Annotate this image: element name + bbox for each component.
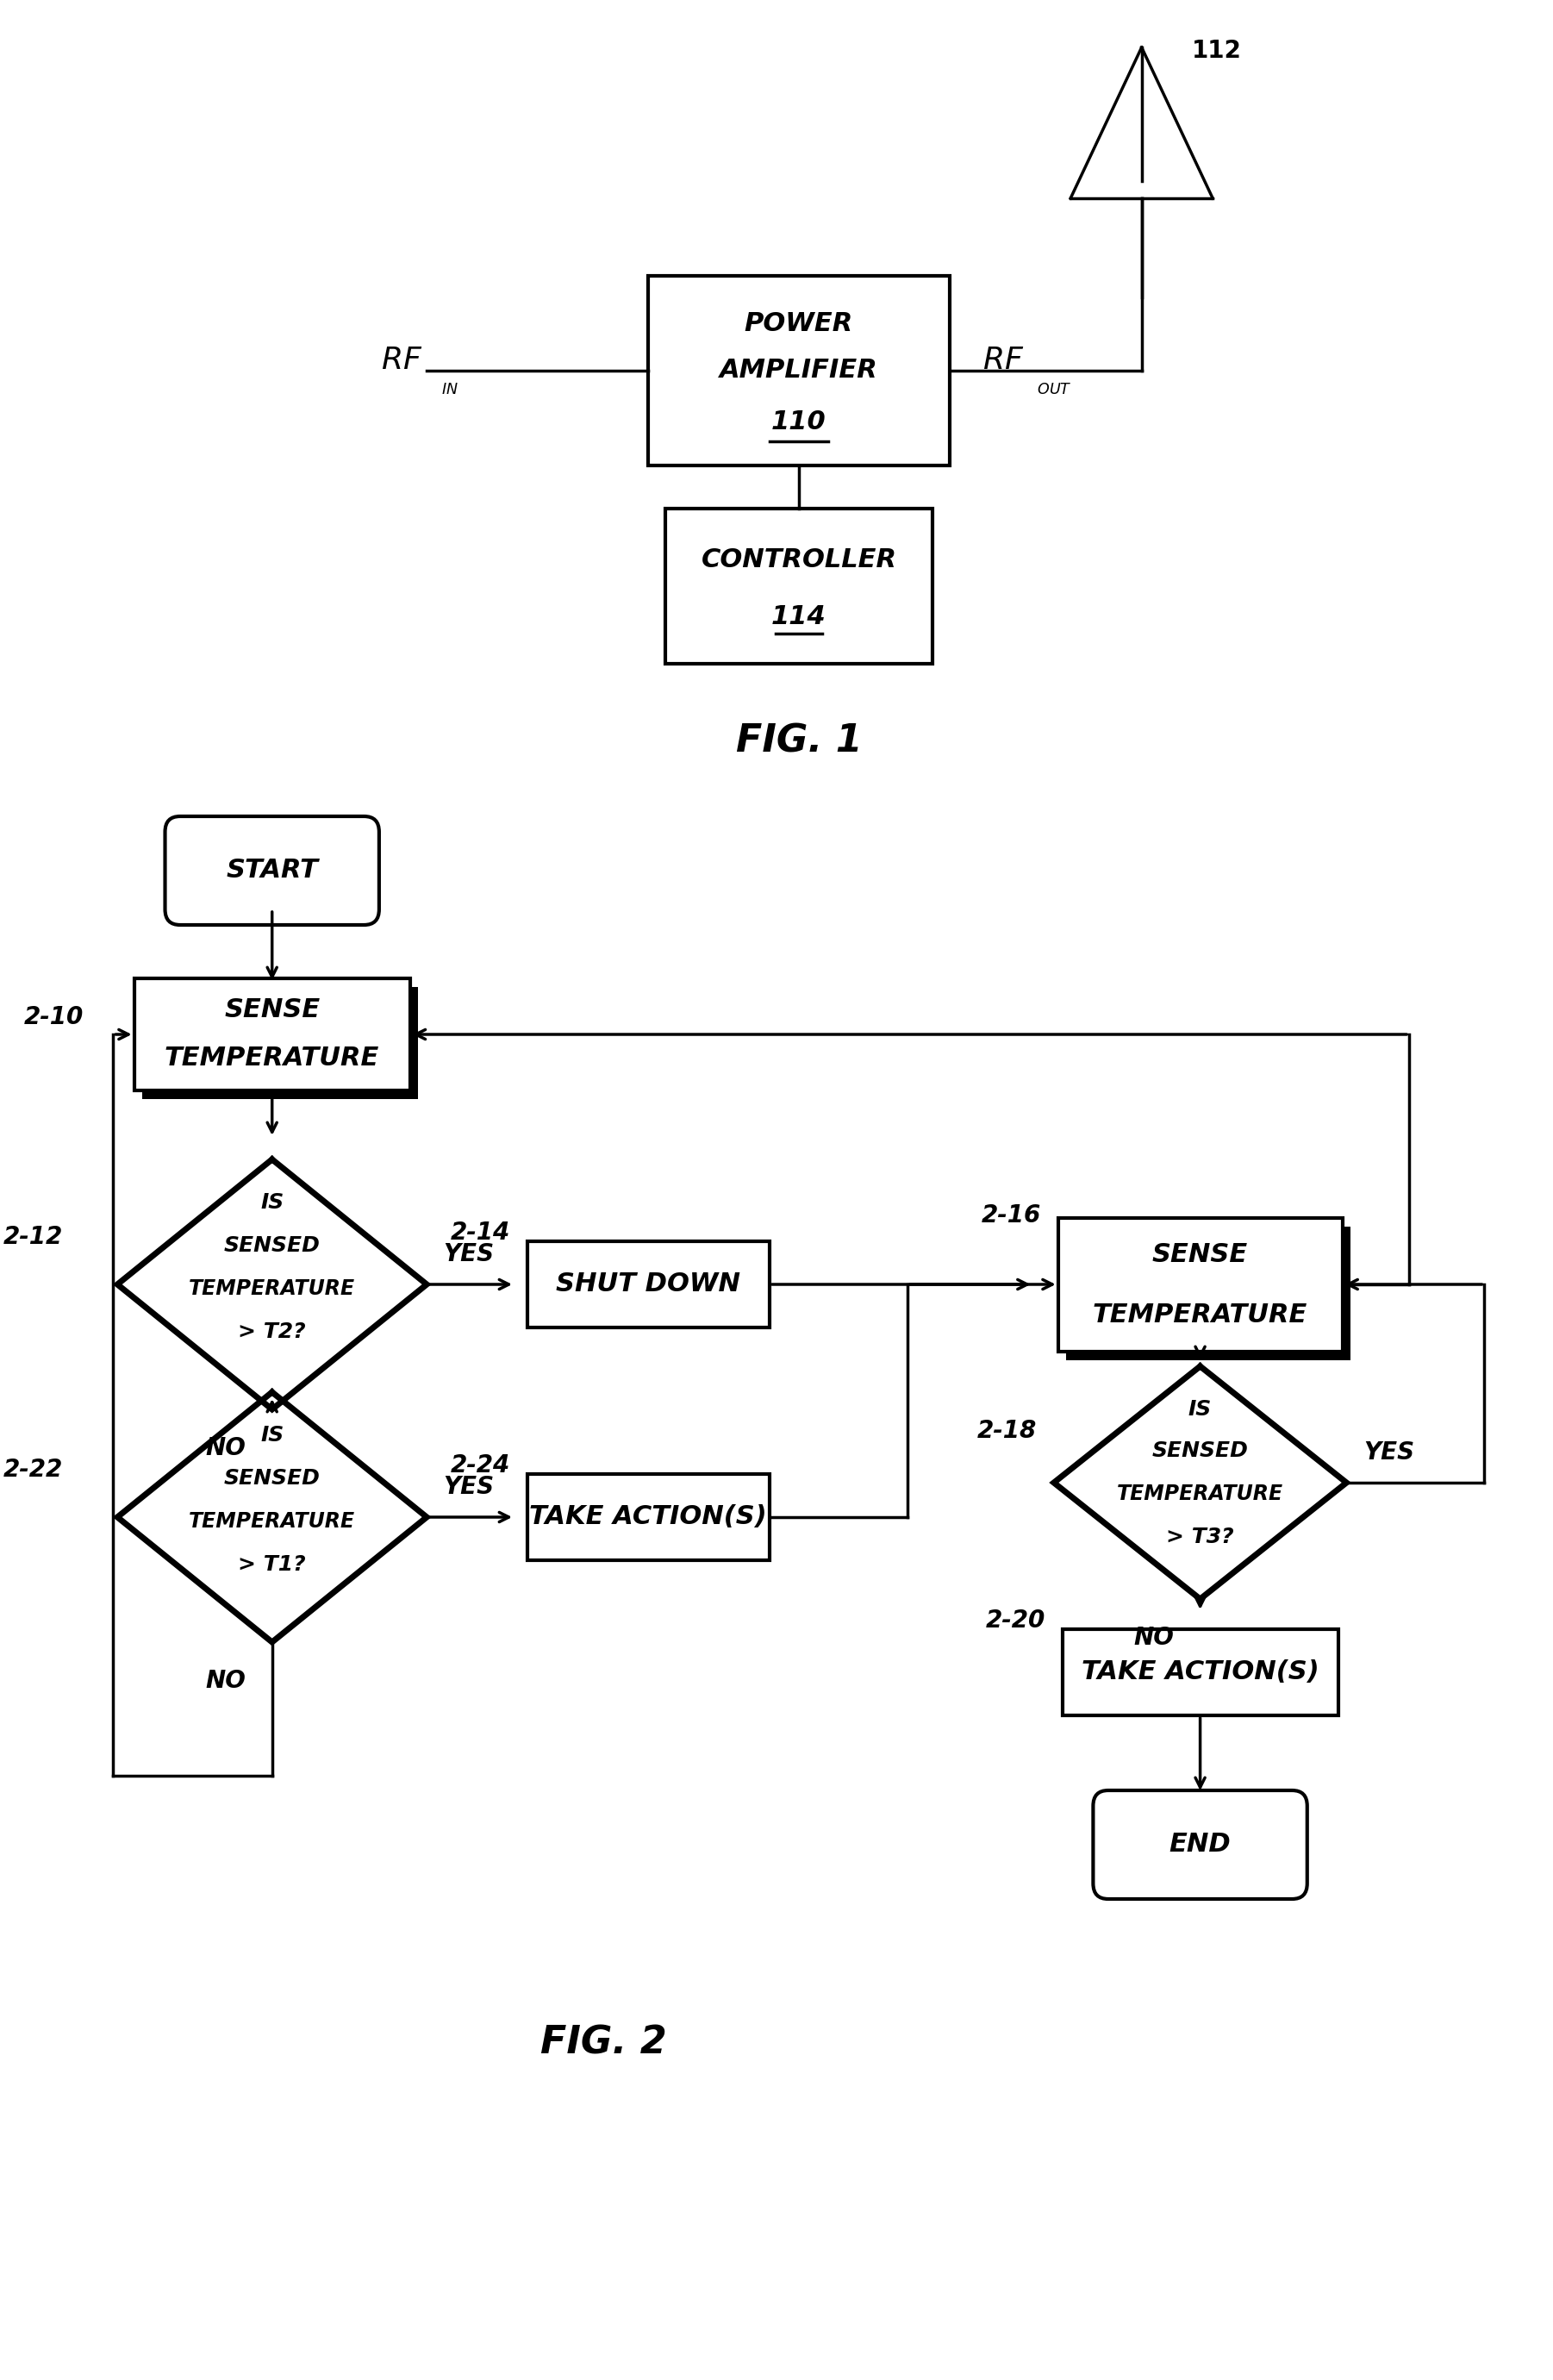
Text: NO: NO [1134, 1626, 1174, 1649]
Text: 2-24: 2-24 [450, 1454, 511, 1478]
Text: 2-10: 2-10 [25, 1004, 84, 1028]
Text: YES: YES [1364, 1440, 1415, 1464]
Text: $_{OUT}$: $_{OUT}$ [1037, 376, 1072, 397]
Text: NO: NO [205, 1435, 245, 1461]
Text: FIG. 2: FIG. 2 [540, 2025, 668, 2061]
Text: > T3?: > T3? [1166, 1526, 1235, 1547]
Bar [526, 1242, 770, 1328]
Text: CONTROLLER: CONTROLLER [700, 547, 896, 574]
Text: SHUT DOWN: SHUT DOWN [556, 1271, 741, 1297]
Text: 114: 114 [772, 605, 826, 628]
Text: 2-20: 2-20 [986, 1609, 1045, 1633]
Text: TEMPERATURE: TEMPERATURE [165, 1047, 379, 1071]
Text: TEMPERATURE: TEMPERATURE [189, 1278, 356, 1299]
Text: SENSE: SENSE [224, 997, 320, 1023]
Text: > T1?: > T1? [238, 1554, 306, 1576]
Text: 2-12: 2-12 [3, 1226, 64, 1250]
Text: START: START [227, 859, 318, 883]
Text: IS: IS [261, 1426, 284, 1445]
Text: FIG. 1: FIG. 1 [736, 724, 863, 759]
Bar [1058, 1219, 1342, 1352]
Text: SENSE: SENSE [1152, 1242, 1249, 1266]
Text: 110: 110 [772, 409, 826, 436]
Text: TAKE ACTION(S): TAKE ACTION(S) [1081, 1659, 1318, 1685]
Text: > T2?: > T2? [238, 1321, 306, 1342]
Bar [134, 978, 410, 1090]
Text: POWER: POWER [744, 312, 853, 336]
Text: YES: YES [444, 1242, 494, 1266]
Text: IS: IS [261, 1192, 284, 1214]
Text: SENSED: SENSED [224, 1468, 320, 1488]
Text: SENSED: SENSED [1152, 1440, 1249, 1461]
Bar [648, 276, 949, 466]
Bar [665, 509, 933, 664]
Text: 2-22: 2-22 [3, 1457, 64, 1483]
Text: 2-16: 2-16 [981, 1204, 1042, 1228]
FancyBboxPatch shape [1093, 1790, 1308, 1899]
Text: IS: IS [1188, 1399, 1211, 1421]
Bar [143, 988, 418, 1100]
Text: $_{IN}$: $_{IN}$ [441, 376, 458, 397]
Text: 112: 112 [1191, 38, 1242, 62]
Text: AMPLIFIER: AMPLIFIER [719, 357, 877, 383]
Text: TEMPERATURE: TEMPERATURE [189, 1511, 356, 1533]
Text: NO: NO [205, 1668, 245, 1692]
Text: SENSED: SENSED [224, 1235, 320, 1257]
Text: TEMPERATURE: TEMPERATURE [1093, 1302, 1308, 1328]
FancyBboxPatch shape [165, 816, 379, 926]
Text: $RF$: $RF$ [380, 345, 422, 376]
Text: END: END [1169, 1833, 1232, 1856]
Text: YES: YES [444, 1476, 494, 1499]
Bar [526, 1473, 770, 1561]
Text: 2-18: 2-18 [977, 1418, 1037, 1442]
Text: TEMPERATURE: TEMPERATURE [1117, 1483, 1283, 1504]
Bar [1067, 1226, 1351, 1359]
Text: TAKE ACTION(S): TAKE ACTION(S) [530, 1504, 767, 1530]
Text: 2-14: 2-14 [450, 1221, 511, 1245]
Text: $RF$: $RF$ [983, 345, 1025, 376]
Bar [1062, 1630, 1339, 1716]
